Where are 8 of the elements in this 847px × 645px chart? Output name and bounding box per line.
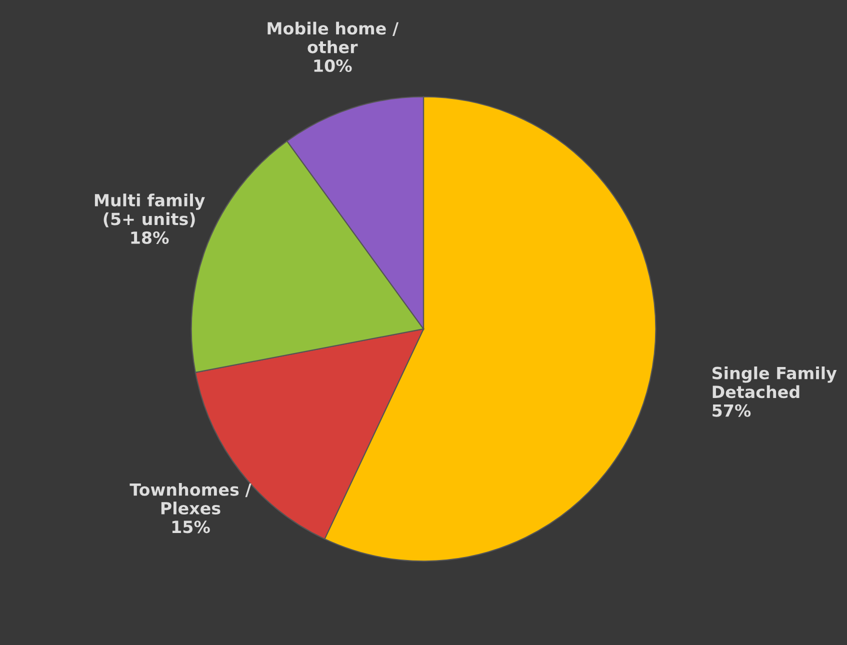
slice-label: Single Family Detached [712,366,837,398]
data-label: 10% [314,59,352,72]
data-label: 57% [712,404,751,417]
slice-label: Mobile home / other [268,22,399,54]
data-label: 18% [131,231,169,244]
slice-label: Townhomes / Plexes [130,482,252,515]
data-label: 15% [172,520,210,534]
slice-label: Multi family (5+ units) [94,194,205,228]
